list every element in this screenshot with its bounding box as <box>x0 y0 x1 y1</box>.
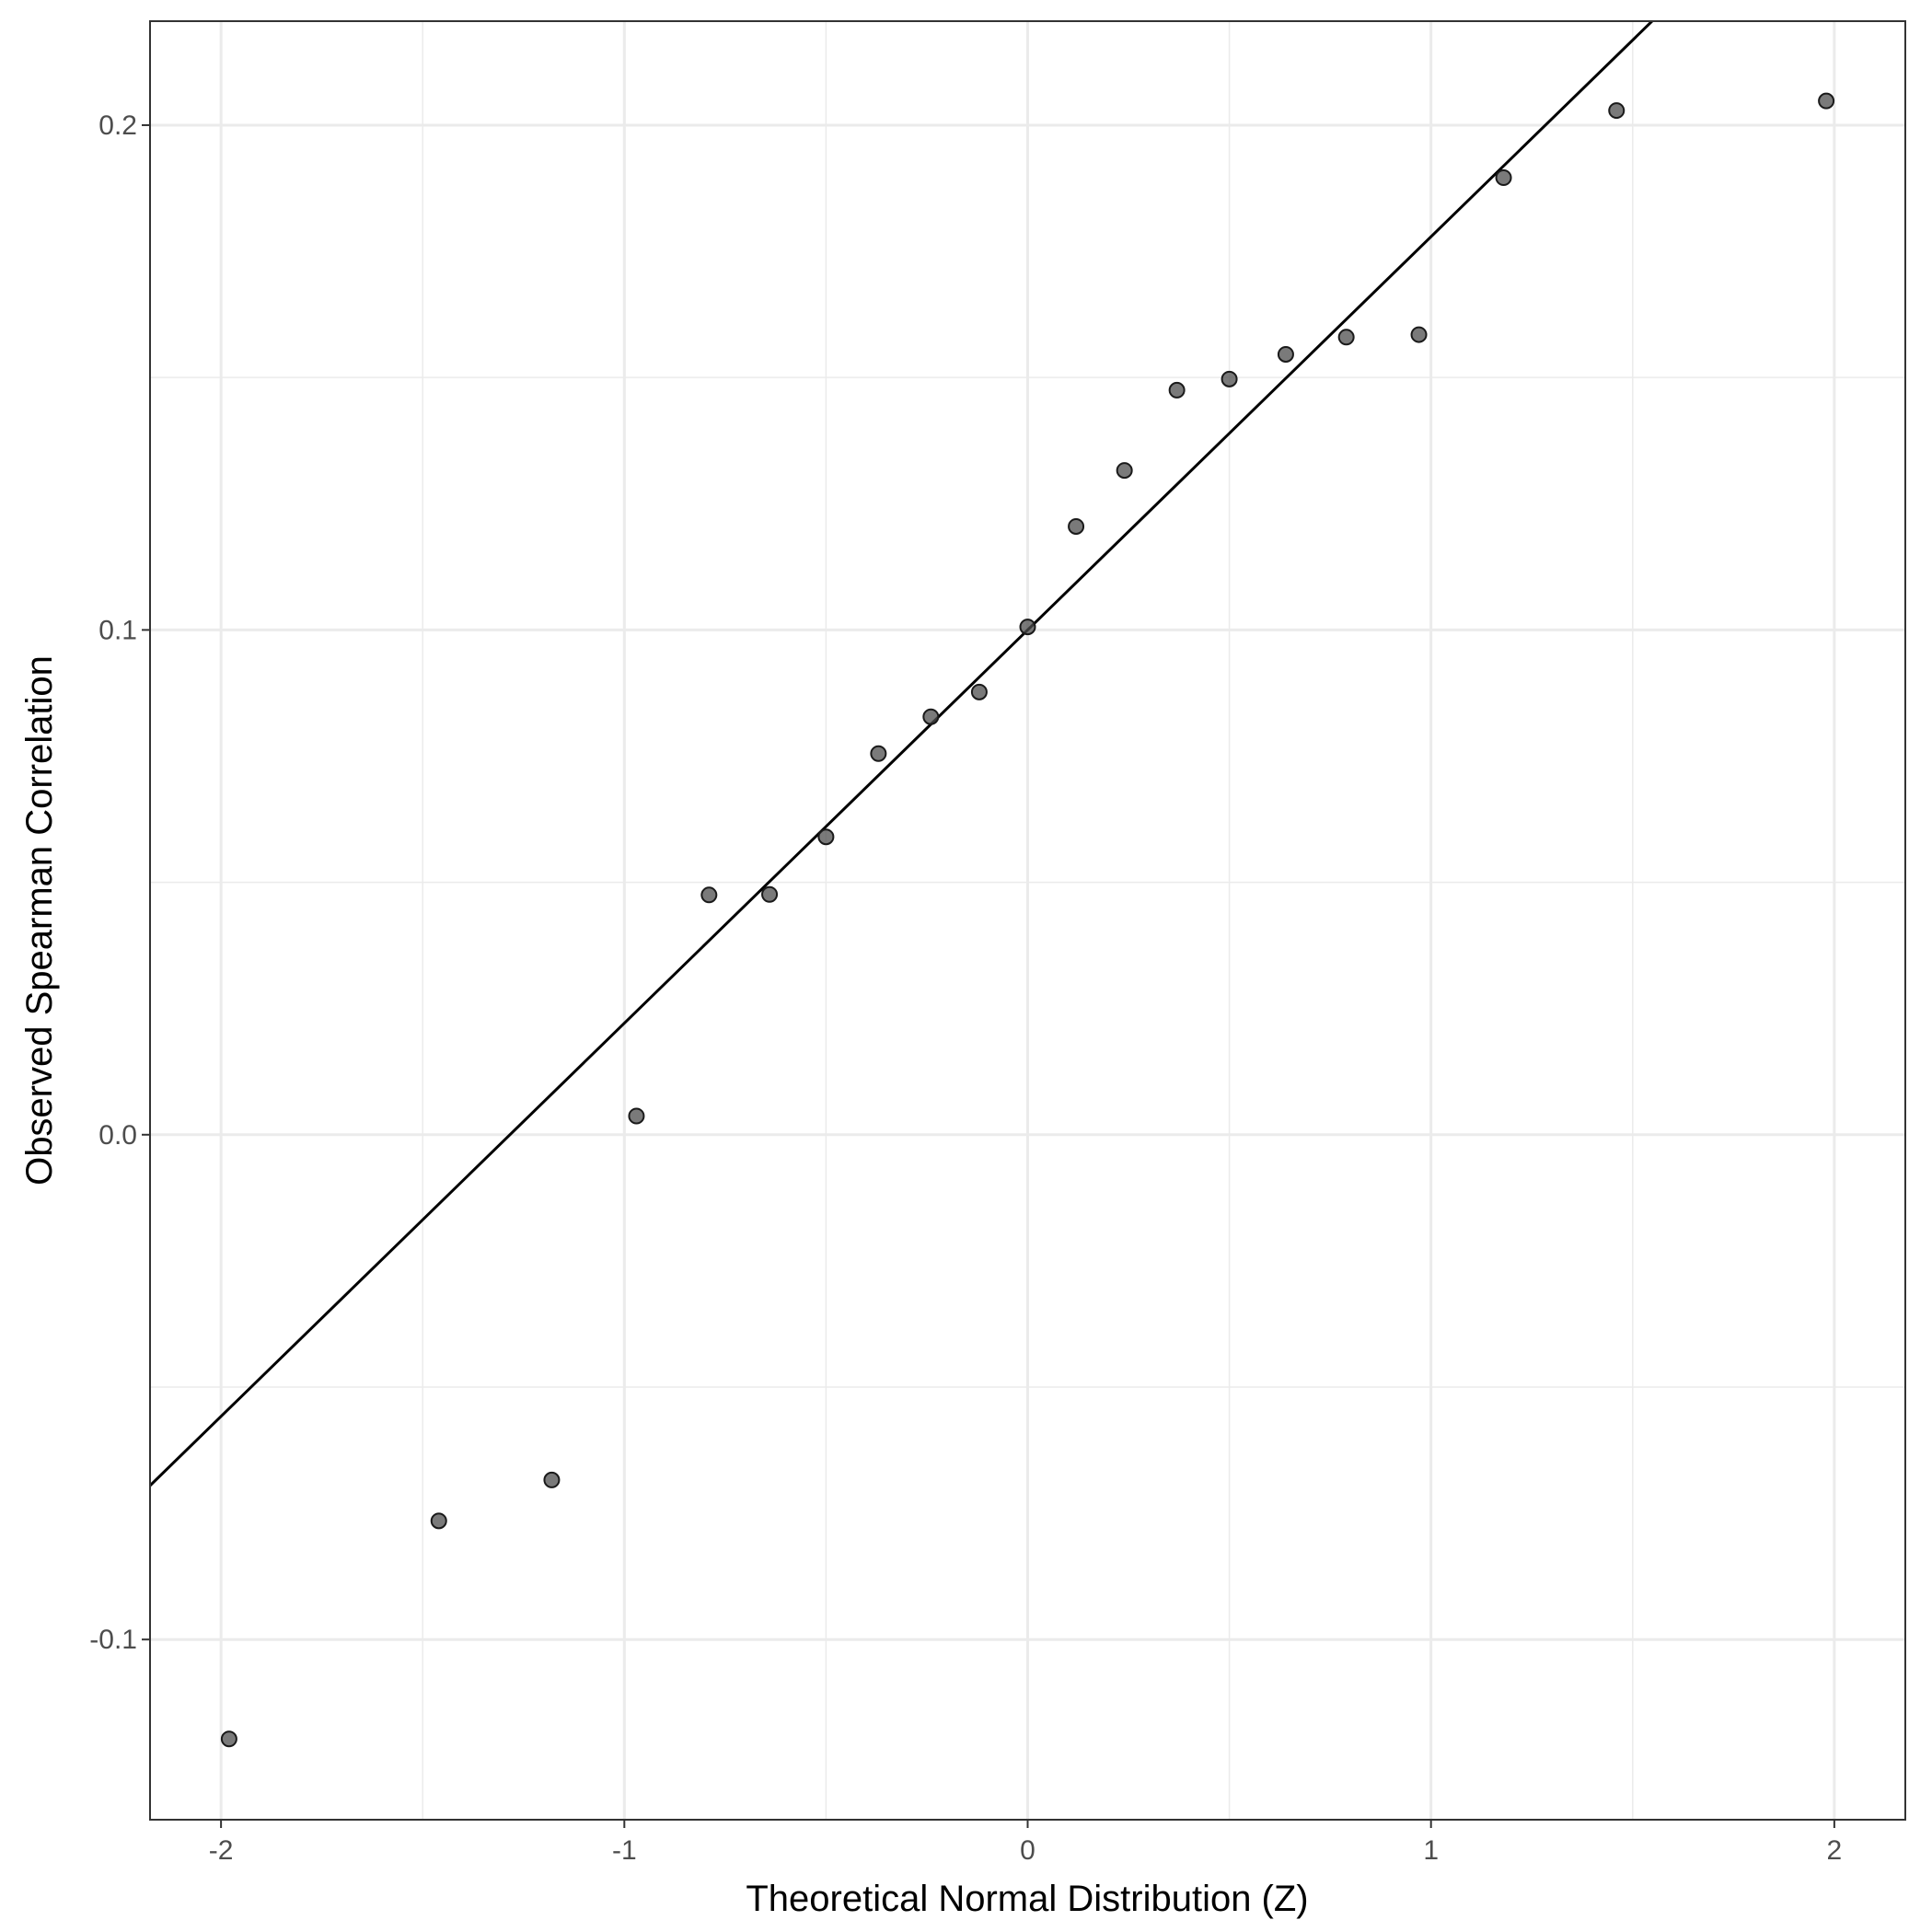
plot-panel <box>149 20 1906 1821</box>
data-point <box>870 745 887 762</box>
data-point <box>1221 370 1238 388</box>
data-point <box>700 886 718 904</box>
data-point <box>430 1512 447 1530</box>
data-point <box>1410 326 1428 343</box>
data-point <box>1019 619 1036 636</box>
data-point <box>1277 345 1294 363</box>
x-axis: -2 -1 0 1 2 <box>209 1820 1842 1866</box>
y-tick-label: -0.1 <box>89 1625 137 1655</box>
major-gridlines <box>150 21 1905 1820</box>
data-point <box>1818 92 1835 110</box>
data-point <box>817 828 835 846</box>
data-point <box>1116 462 1133 480</box>
data-point <box>628 1107 645 1125</box>
data-point <box>922 708 940 725</box>
data-point <box>1495 169 1512 187</box>
y-tick-label: 0.2 <box>98 110 137 141</box>
y-tick-label: 0.1 <box>98 615 137 645</box>
y-axis-title: Observed Spearman Correlation <box>19 655 60 1186</box>
data-point <box>1608 102 1625 120</box>
data-point <box>1068 517 1085 535</box>
y-tick-label: 0.0 <box>98 1120 137 1151</box>
x-axis-title: Theoretical Normal Distribution (Z) <box>746 1879 1308 1919</box>
data-point <box>1168 381 1186 399</box>
x-tick-label: 2 <box>1827 1835 1843 1866</box>
data-point <box>543 1471 561 1488</box>
x-tick-label: -1 <box>612 1835 637 1866</box>
x-tick-label: 1 <box>1423 1835 1439 1866</box>
data-point <box>970 683 988 700</box>
x-tick-label: -2 <box>209 1835 234 1866</box>
data-point <box>220 1730 237 1748</box>
x-tick-label: 0 <box>1020 1835 1035 1866</box>
data-point <box>1337 329 1355 346</box>
data-points <box>220 92 1835 1748</box>
data-point <box>761 885 779 903</box>
y-axis: -0.1 0.0 0.1 0.2 <box>89 110 150 1655</box>
